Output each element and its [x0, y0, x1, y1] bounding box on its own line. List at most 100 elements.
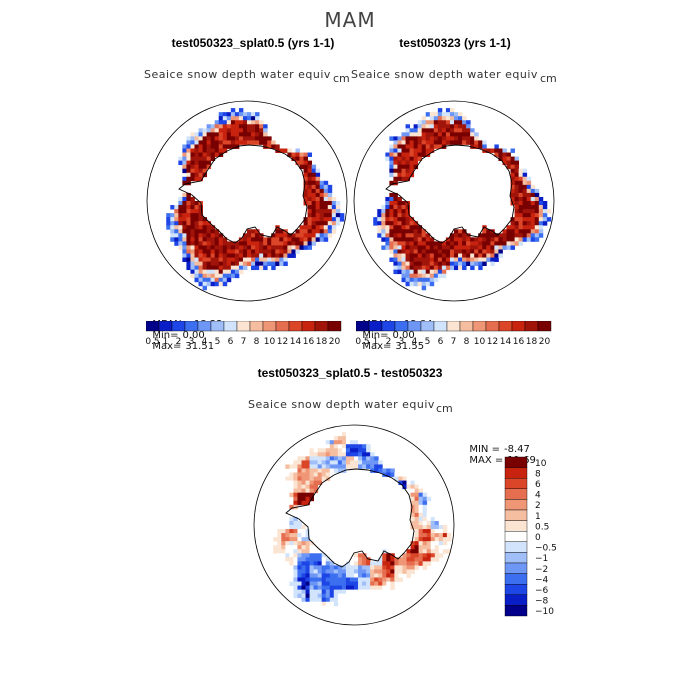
- panel1-colorbar-tick-label: 4: [202, 337, 208, 347]
- diff-colorbar-swatch: [504, 499, 528, 511]
- map2-field: [373, 108, 552, 291]
- diff-colorbar-tick-label: 2: [535, 501, 541, 511]
- diff-colorbar-tick-label: 8: [535, 469, 541, 479]
- panel1-colorbar-swatch: [210, 321, 225, 332]
- panel2-colorbar-tick-label: 3: [399, 337, 405, 347]
- panel2-colorbar-tick-label: 2: [386, 337, 392, 347]
- panel1-colorbar-swatch: [327, 321, 342, 332]
- panel2-colorbar-tick-label: 8: [464, 337, 470, 347]
- panel1-colorbar-swatch: [171, 321, 186, 332]
- diff-colorbar-tick-label: −8: [535, 597, 549, 607]
- diff-colorbar-tick-label: −2: [535, 565, 548, 575]
- panel1-colorbar-swatch: [158, 321, 173, 332]
- panel1-colorbar-tick-label: 2: [176, 337, 182, 347]
- diff-max-label: MAX =: [469, 455, 504, 466]
- panel1-colorbar-tick-label: 7: [241, 337, 247, 347]
- panel1-colorbar-tick-label: 14: [290, 337, 302, 347]
- panel1-min-label: Min=: [152, 330, 179, 341]
- map3-coastline: [285, 468, 415, 568]
- panel1-colorbar-swatch: [301, 321, 316, 332]
- diff-colorbar-swatch: [504, 541, 528, 553]
- diff-colorbar-swatch: [504, 583, 528, 595]
- diff-colorbar-tick-label: 0.5: [535, 522, 549, 532]
- panel1-colorbar-swatch: [236, 321, 251, 332]
- diff-colorbar-swatch: [504, 488, 528, 500]
- diff-colorbar-tick-label: −0.5: [535, 544, 557, 554]
- panel2-title: test050323 (yrs 1-1): [399, 36, 511, 50]
- panel2-colorbar-tick-label: 16: [513, 337, 525, 347]
- diff-colorbar-swatch: [504, 552, 528, 564]
- panel2-max: 31.55: [395, 341, 425, 352]
- panel2-colorbar-swatch: [433, 321, 448, 332]
- panel2-colorbar-swatch: [498, 321, 513, 332]
- panel1-colorbar-swatch: [146, 321, 160, 332]
- diff-colorbar-swatch: [504, 467, 528, 479]
- map1-boundary: [146, 100, 348, 302]
- panel2-max-label: Max=: [362, 341, 392, 352]
- panel1-colorbar-swatch: [184, 321, 199, 332]
- panel2-colorbar-tick-label: 20: [539, 337, 551, 347]
- panel2-units: cm: [540, 72, 557, 85]
- panel1-colorbar-swatch: [314, 321, 329, 332]
- diff-title: test050323_splat0.5 - test050323: [257, 366, 443, 380]
- panel1-map: [146, 100, 348, 302]
- map2-coastline: [385, 144, 515, 244]
- diff-colorbar-swatch: [504, 456, 528, 468]
- panel2-colorbar-swatch: [472, 321, 487, 332]
- diff-variable: Seaice snow depth water equiv: [248, 398, 435, 411]
- panel1-colorbar-tick-label: 1: [163, 337, 169, 347]
- panel2-colorbar-tick-label: 18: [526, 337, 538, 347]
- diff-min-label: MIN =: [469, 444, 500, 455]
- panel1-min: 0.00: [182, 330, 205, 341]
- panel1-colorbar-tick-label: 10: [264, 337, 276, 347]
- panel1-colorbar-swatch: [223, 321, 238, 332]
- panel2-colorbar-tick-label: 1: [373, 337, 379, 347]
- diff-colorbar-swatch: [504, 562, 528, 574]
- map3-field: [273, 432, 452, 615]
- diff-colorbar-swatch: [504, 605, 528, 617]
- diff-colorbar-tick-label: 6: [535, 480, 541, 490]
- diff-colorbar-swatch: [504, 594, 528, 606]
- panel2-colorbar-tick-label: 10: [474, 337, 486, 347]
- panel2-colorbar-swatch: [537, 321, 552, 332]
- panel2-map: [353, 100, 555, 302]
- map1-field: [166, 108, 345, 291]
- panel1-colorbar-tick-label: 12: [277, 337, 288, 347]
- panel1-colorbar-tick-label: 8: [254, 337, 260, 347]
- panel2-colorbar-swatch: [407, 321, 422, 332]
- panel2-colorbar-tick-label: 12: [487, 337, 498, 347]
- panel2-colorbar-tick-label: 5: [425, 337, 431, 347]
- panel2-colorbar-swatch: [420, 321, 435, 332]
- panel1-colorbar-tick-label: 16: [303, 337, 315, 347]
- panel2-colorbar-swatch: [459, 321, 474, 332]
- panel1-colorbar-tick-label: 5: [215, 337, 221, 347]
- panel2-colorbar-swatch: [381, 321, 396, 332]
- panel1-colorbar-tick-label: 18: [316, 337, 328, 347]
- panel2-colorbar-tick-label: 4: [412, 337, 418, 347]
- diff-colorbar-tick-label: 4: [535, 491, 541, 501]
- map2-boundary: [353, 100, 555, 302]
- diff-units: cm: [436, 402, 453, 415]
- panel1-colorbar-swatch: [275, 321, 290, 332]
- map1-coastline: [178, 144, 308, 244]
- panel2-colorbar-swatch: [485, 321, 500, 332]
- panel1-units: cm: [333, 72, 350, 85]
- panel2-min: 0.00: [392, 330, 415, 341]
- panel2-colorbar-tick-label: 6: [438, 337, 444, 347]
- diff-colorbar-tick-label: 0: [535, 533, 541, 543]
- panel2-colorbar-tick-label: 14: [500, 337, 512, 347]
- diff-colorbar-swatch: [504, 573, 528, 585]
- panel2-colorbar-tick-label: 7: [451, 337, 457, 347]
- panel2-colorbar-swatch: [511, 321, 526, 332]
- panel2-min-label: Min=: [362, 330, 389, 341]
- panel2-colorbar-swatch: [368, 321, 383, 332]
- panel1-colorbar-tick-label: 3: [189, 337, 195, 347]
- diff-colorbar-swatch: [504, 478, 528, 490]
- diff-min: -8.47: [503, 444, 530, 455]
- figure-title: MAM: [324, 8, 376, 32]
- panel1-colorbar-swatch: [262, 321, 277, 332]
- panel2-colorbar-swatch: [394, 321, 409, 332]
- panel1-max-label: Max=: [152, 341, 182, 352]
- panel1-colorbar: 0.5 1 2 3 4 5 6 7 8 10 12 14 16 18 20: [146, 321, 342, 347]
